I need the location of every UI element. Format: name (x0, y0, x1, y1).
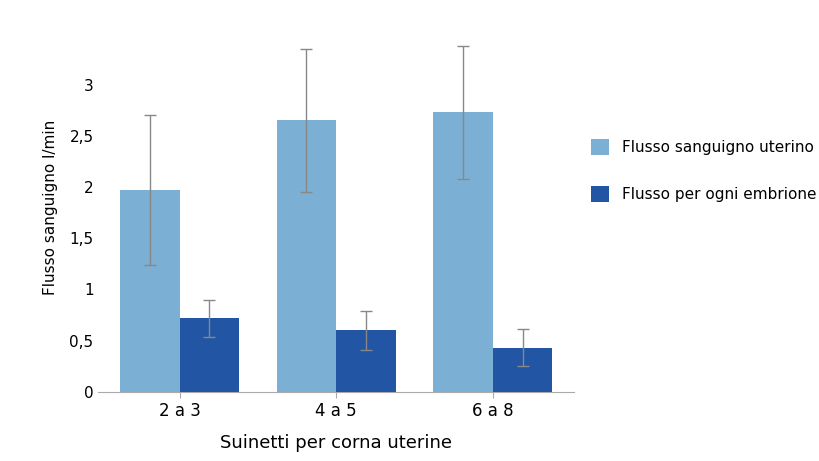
Bar (432, 112, 492, 392)
Bar (336, 331, 396, 392)
Bar (120, 190, 179, 392)
Legend: Flusso sanguigno uterino totale, Flusso per ogni embrione: Flusso sanguigno uterino totale, Flusso … (590, 139, 819, 202)
Bar (492, 348, 552, 392)
X-axis label: Suinetti per corna uterine: Suinetti per corna uterine (220, 434, 451, 452)
Y-axis label: Flusso sanguigno l/min: Flusso sanguigno l/min (43, 120, 58, 295)
Bar (276, 120, 336, 392)
Bar (179, 318, 239, 392)
